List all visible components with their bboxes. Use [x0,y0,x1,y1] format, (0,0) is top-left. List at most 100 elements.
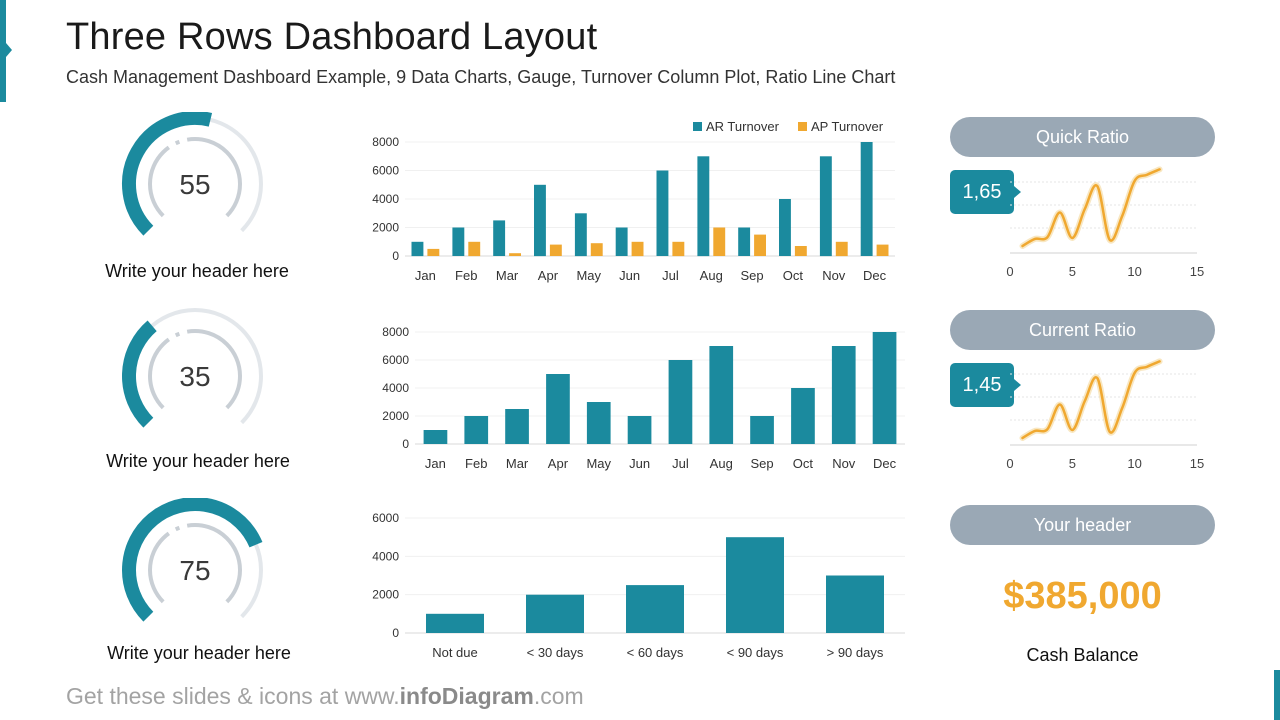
x-tick-label: May [576,268,601,283]
cash-balance-value: $385,000 [1003,575,1162,617]
y-tick-label: 2000 [382,409,409,423]
gauge-value-arc [122,498,263,622]
accent-bar [0,0,6,102]
legend-label: AR Turnover [706,119,780,134]
x-tick-label: Nov [822,268,846,283]
x-tick-label: Aug [700,268,723,283]
y-tick-label: 2000 [372,221,399,235]
x-tick-label: 0 [1006,264,1013,279]
x-tick-label: Mar [496,268,519,283]
x-tick-label: Jul [672,456,689,471]
gauge-3: 75 [122,498,263,622]
bar-ar [493,220,506,256]
x-tick-label: Dec [863,268,887,283]
bar [791,388,815,444]
bar-ar [574,213,587,257]
x-tick-label: Sep [751,456,774,471]
quick-ratio-value: 1,65 [950,170,1021,214]
gauge-2: 35 [122,308,263,428]
bar-ar [860,142,873,256]
bar [826,575,884,633]
aging-bar-chart: 0 2000 4000 6000 Not due < 30 days < 60 days < … [372,511,905,660]
gauge-value-arc [122,320,157,428]
x-tick-label: < 60 days [627,645,684,660]
ratio-line [1021,360,1161,440]
x-tick-label: Jan [425,456,446,471]
cash-header-pill: Your header [950,505,1215,545]
x-tick-label: < 30 days [527,645,584,660]
bar-ap [427,248,440,256]
bar [831,346,856,444]
gauge-inner-ring [148,137,242,218]
bar-ar [411,241,424,257]
x-tick-label: May [586,456,611,471]
gauge-1-label: Write your header here [105,261,289,281]
x-tick-label: Sep [741,268,764,283]
bar [872,332,897,444]
bar-ar [697,156,710,257]
bar-ap [794,246,807,256]
monthly-bar-chart: 0 2000 4000 6000 8000 Jan Feb Mar Apr May Jun Jul Au… [382,325,905,471]
bar-ar [656,170,669,256]
ratio-line [1021,168,1161,248]
gauge-value-text: 55 [179,169,210,200]
bar-ar [819,156,832,257]
x-tick-label: Nov [832,456,856,471]
x-tick-label: Not due [432,645,478,660]
bar [464,416,489,444]
x-tick-label: Jun [629,456,650,471]
bar-ar [534,184,546,257]
y-tick-label: 6000 [372,164,399,178]
x-tick-label: > 90 days [827,645,884,660]
bar [546,374,570,444]
x-tick-label: 15 [1190,264,1204,279]
y-tick-label: 0 [392,626,399,640]
bar-ap [713,227,726,256]
bar [750,416,774,444]
current-ratio-value: 1,45 [950,363,1021,407]
ratio-line-glow [1019,166,1163,249]
bar [505,409,529,444]
bar-ap [468,241,481,257]
bar-ar [452,227,465,256]
bar [526,594,584,633]
bar-ar [779,199,791,256]
x-tick-label: 0 [1006,456,1013,471]
accent-notch [6,43,12,57]
bar [426,613,484,633]
x-tick-label: Mar [506,456,529,471]
footer-suffix: .com [533,683,584,709]
bar [726,537,784,633]
gauge-value-arc [122,112,213,236]
x-tick-label: Jun [619,268,640,283]
turnover-bar-chart: 0 2000 4000 6000 8000 Jan Feb Mar Apr May Jun Jul Au… [372,119,895,283]
bar [626,585,684,633]
cash-balance-label: Cash Balance [1026,645,1139,665]
x-tick-label: Apr [548,456,569,471]
gauge-3-label: Write your header here [107,643,291,663]
y-tick-label: 0 [402,437,409,451]
y-tick-label: 2000 [372,588,399,602]
bar [709,346,734,444]
bar-ap [590,243,603,256]
gauge-value-text: 35 [179,361,210,392]
x-tick-label: 5 [1069,264,1076,279]
y-tick-label: 4000 [372,549,399,563]
current-ratio-line-chart: 0 5 10 15 [1006,358,1204,471]
x-tick-label: Feb [465,456,487,471]
bar [668,360,693,444]
x-tick-label: 10 [1127,264,1141,279]
footer-credit[interactable]: Get these slides & icons at www.infoDiag… [66,683,584,710]
gauge-value-text: 75 [179,555,210,586]
x-tick-label: Apr [538,268,559,283]
bar [627,416,652,444]
gauge-2-label: Write your header here [106,451,290,471]
legend-swatch [798,122,807,131]
footer-prefix: Get these slides & icons at www. [66,683,400,709]
bar-ap [876,244,889,256]
bar-ap [754,234,766,256]
legend-label: AP Turnover [811,119,884,134]
bar-ar [738,227,751,256]
quick-ratio-pill: Quick Ratio [950,117,1215,157]
x-tick-label: Dec [873,456,897,471]
